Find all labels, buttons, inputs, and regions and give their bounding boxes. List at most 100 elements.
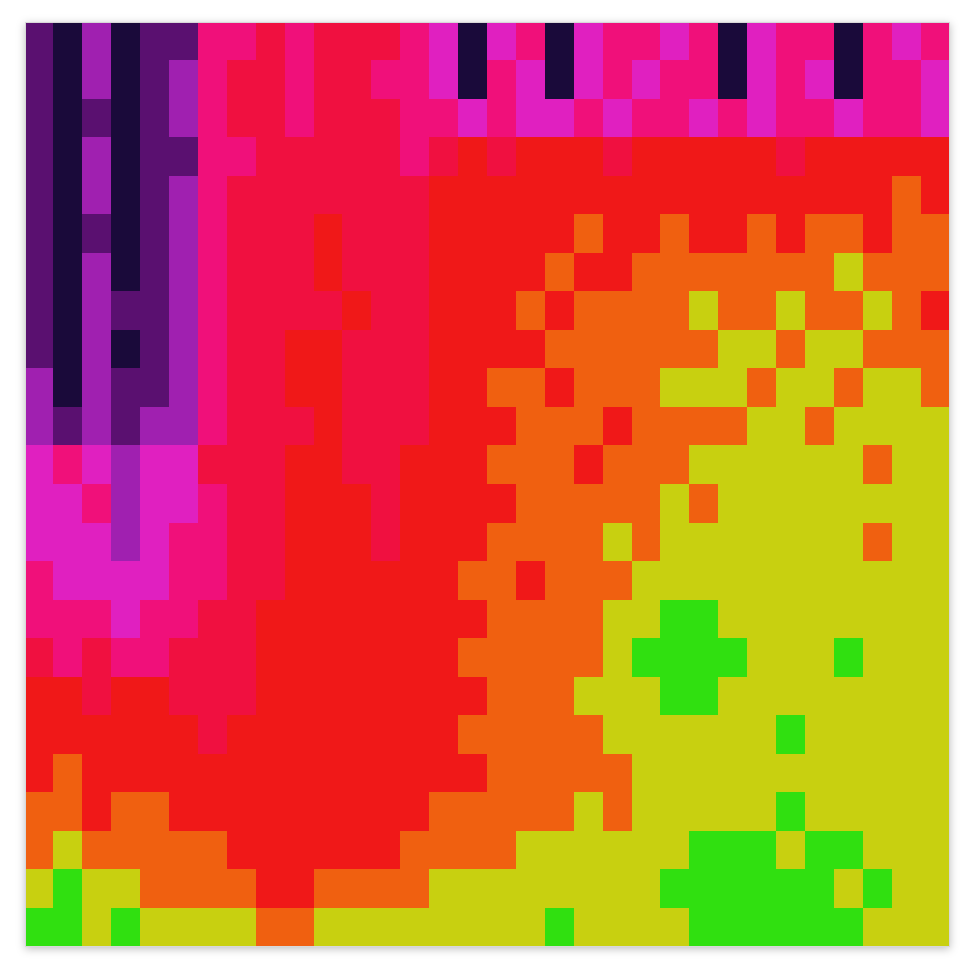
- heatmap-cell: [198, 214, 227, 253]
- heatmap-cell: [660, 792, 689, 831]
- heatmap-cell: [689, 176, 718, 214]
- heatmap-cell: [256, 330, 285, 368]
- heatmap-cell: [140, 445, 169, 484]
- heatmap-cell: [111, 638, 140, 677]
- heatmap-cell: [863, 869, 892, 908]
- heatmap-cell: [342, 869, 371, 908]
- heatmap-cell: [718, 638, 747, 677]
- heatmap-cell: [400, 869, 429, 908]
- heatmap-cell: [371, 368, 400, 407]
- heatmap-cell: [660, 677, 689, 715]
- heatmap-cell: [603, 754, 632, 792]
- heatmap-cell: [545, 176, 574, 214]
- heatmap-cell: [82, 484, 111, 523]
- heatmap-cell: [516, 677, 545, 715]
- heatmap-cell: [545, 484, 574, 523]
- heatmap-cell: [603, 291, 632, 330]
- heatmap-cell: [632, 60, 660, 99]
- heatmap-cell: [718, 869, 747, 908]
- heatmap-cell: [342, 60, 371, 99]
- heatmap-cell: [718, 523, 747, 561]
- heatmap-cell: [574, 831, 603, 869]
- heatmap-cell: [574, 677, 603, 715]
- heatmap-cell: [140, 908, 169, 947]
- heatmap-cell: [285, 137, 314, 176]
- heatmap-cell: [805, 330, 834, 368]
- heatmap-cell: [892, 792, 921, 831]
- heatmap-cell: [371, 754, 400, 792]
- heatmap-cell: [689, 715, 718, 754]
- heatmap-cell: [140, 253, 169, 291]
- heatmap-cell: [689, 99, 718, 137]
- heatmap-cell: [863, 561, 892, 600]
- heatmap-cell: [227, 60, 256, 99]
- heatmap-cell: [921, 600, 950, 638]
- heatmap-cell: [921, 792, 950, 831]
- heatmap-cell: [921, 638, 950, 677]
- heatmap-cell: [516, 214, 545, 253]
- heatmap-cell: [227, 214, 256, 253]
- heatmap-cell: [747, 22, 776, 60]
- heatmap-cell: [545, 99, 574, 137]
- heatmap-cell: [82, 214, 111, 253]
- heatmap-cell: [285, 600, 314, 638]
- heatmap-cell: [834, 330, 863, 368]
- heatmap-cell: [198, 253, 227, 291]
- heatmap-cell: [111, 715, 140, 754]
- heatmap-cell: [169, 792, 198, 831]
- heatmap-cell: [863, 908, 892, 947]
- heatmap-cell: [603, 484, 632, 523]
- heatmap-cell: [82, 908, 111, 947]
- heatmap-cell: [53, 677, 82, 715]
- heatmap-cell: [371, 600, 400, 638]
- heatmap-cell: [776, 638, 805, 677]
- heatmap-cell: [632, 407, 660, 445]
- heatmap-cell: [632, 792, 660, 831]
- heatmap-cell: [111, 908, 140, 947]
- heatmap-cell: [545, 600, 574, 638]
- heatmap-cell: [516, 137, 545, 176]
- heatmap-cell: [632, 368, 660, 407]
- heatmap-cell: [574, 908, 603, 947]
- heatmap-cell: [25, 908, 53, 947]
- heatmap-cell: [805, 869, 834, 908]
- heatmap-cell: [458, 176, 487, 214]
- heatmap-cell: [25, 214, 53, 253]
- heatmap-cell: [169, 176, 198, 214]
- heatmap-cell: [169, 214, 198, 253]
- heatmap-cell: [140, 214, 169, 253]
- heatmap-cell: [256, 638, 285, 677]
- heatmap-cell: [689, 831, 718, 869]
- heatmap-cell: [574, 638, 603, 677]
- heatmap-cell: [921, 445, 950, 484]
- heatmap-cell: [892, 523, 921, 561]
- heatmap-cell: [140, 60, 169, 99]
- heatmap-cell: [314, 291, 342, 330]
- heatmap-cell: [25, 484, 53, 523]
- heatmap-cell: [314, 60, 342, 99]
- heatmap-cell: [863, 253, 892, 291]
- heatmap-cell: [574, 214, 603, 253]
- heatmap-cell: [516, 869, 545, 908]
- heatmap-cell: [458, 60, 487, 99]
- heatmap-cell: [834, 137, 863, 176]
- heatmap-cell: [632, 561, 660, 600]
- heatmap-cell: [314, 523, 342, 561]
- heatmap-cell: [25, 137, 53, 176]
- heatmap-cell: [921, 754, 950, 792]
- heatmap-cell: [545, 407, 574, 445]
- heatmap-cell: [227, 484, 256, 523]
- heatmap-cell: [458, 638, 487, 677]
- heatmap-cell: [660, 22, 689, 60]
- heatmap-cell: [545, 523, 574, 561]
- heatmap-cell: [111, 407, 140, 445]
- heatmap-cell: [342, 407, 371, 445]
- heatmap-cell: [82, 638, 111, 677]
- heatmap-cell: [718, 600, 747, 638]
- heatmap-cell: [834, 445, 863, 484]
- heatmap-cell: [371, 677, 400, 715]
- heatmap-cell: [285, 60, 314, 99]
- heatmap-cell: [342, 677, 371, 715]
- heatmap-cell: [342, 291, 371, 330]
- heatmap-cell: [314, 253, 342, 291]
